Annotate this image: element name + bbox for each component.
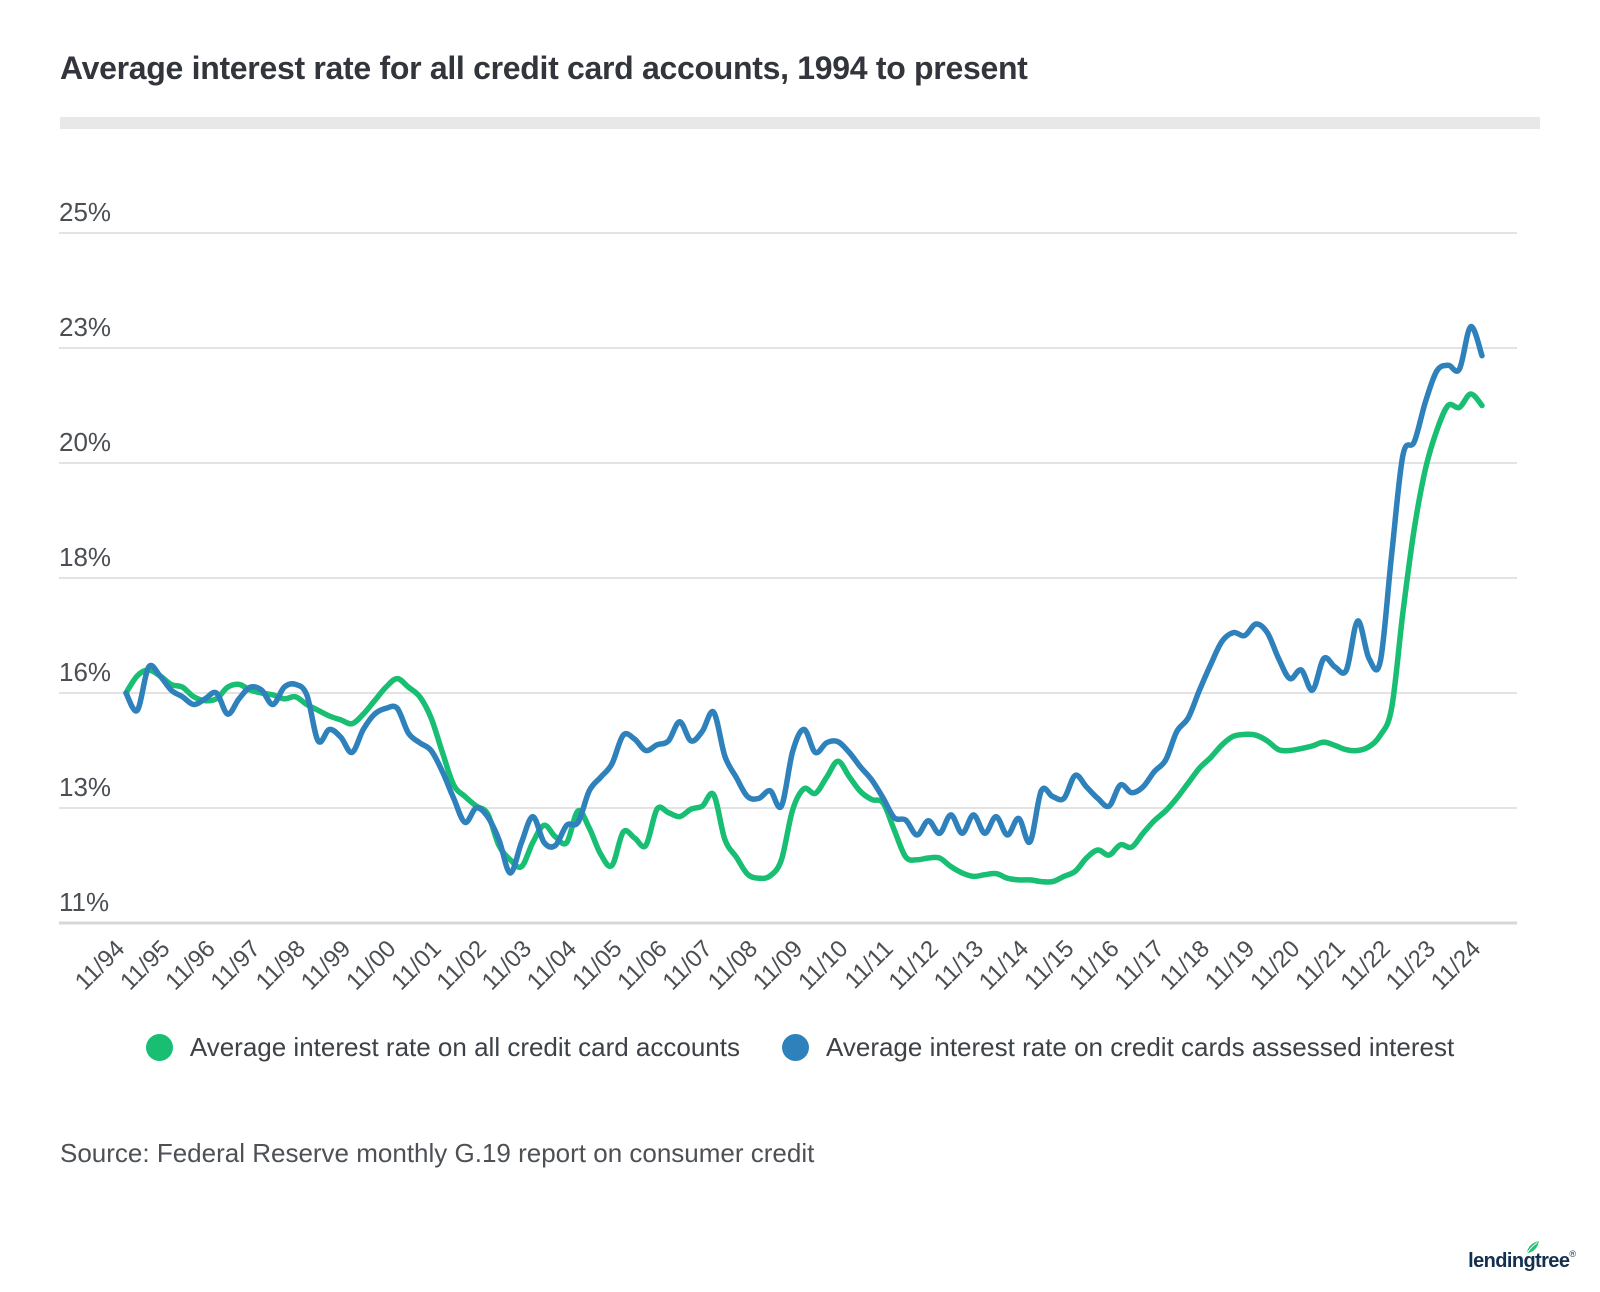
x-tick-label: 11/02 xyxy=(432,935,492,995)
registered-mark: ® xyxy=(1569,1249,1576,1259)
x-tick-label: 11/08 xyxy=(703,935,763,995)
legend-label-assessed-interest: Average interest rate on credit cards as… xyxy=(825,1032,1455,1062)
x-tick-label: 11/97 xyxy=(206,935,266,995)
x-tick-label: 11/15 xyxy=(1019,935,1079,995)
y-tick-label: 16% xyxy=(59,657,111,687)
y-tick-label: 13% xyxy=(59,772,111,802)
y-tick-label: 18% xyxy=(59,542,111,572)
legend-label-all-accounts: Average interest rate on all credit card… xyxy=(189,1032,740,1062)
legend-dot-all-accounts-icon xyxy=(145,1034,173,1061)
x-tick-label: 11/98 xyxy=(251,935,311,995)
x-tick-label: 11/06 xyxy=(612,935,672,995)
x-tick-label: 11/24 xyxy=(1426,935,1486,995)
title-divider xyxy=(60,117,1540,129)
y-tick-label: 11% xyxy=(59,887,109,917)
x-tick-label: 11/14 xyxy=(974,935,1034,995)
x-tick-label: 11/95 xyxy=(115,935,175,995)
x-tick-label: 11/99 xyxy=(296,935,356,995)
x-tick-label: 11/16 xyxy=(1064,935,1124,995)
x-tick-label: 11/23 xyxy=(1381,935,1441,995)
x-tick-label: 11/12 xyxy=(884,935,944,995)
x-tick-label: 11/20 xyxy=(1245,935,1305,995)
x-tick-label: 11/09 xyxy=(748,935,808,995)
line-chart: 25%23%20%18%16%13%11%11/9411/9511/9611/9… xyxy=(59,197,1517,995)
legend-item-assessed-interest: Average interest rate on credit cards as… xyxy=(781,1032,1455,1063)
x-tick-label: 11/10 xyxy=(793,935,853,995)
x-tick-label: 11/01 xyxy=(386,935,446,995)
x-tick-label: 11/96 xyxy=(160,935,220,995)
legend: Average interest rate on all credit card… xyxy=(0,1032,1600,1063)
logo-wordmark: lendingtree xyxy=(1468,1250,1570,1272)
source-note: Source: Federal Reserve monthly G.19 rep… xyxy=(60,1138,815,1168)
x-tick-label: 11/13 xyxy=(929,935,989,995)
x-tick-label: 11/05 xyxy=(567,935,627,995)
x-tick-label: 11/18 xyxy=(1155,935,1215,995)
legend-item-all-accounts: Average interest rate on all credit card… xyxy=(145,1032,740,1063)
x-tick-label: 11/94 xyxy=(70,935,130,995)
x-tick-label: 11/03 xyxy=(477,935,537,995)
x-tick-label: 11/19 xyxy=(1200,935,1260,995)
series-line-all-accounts xyxy=(123,391,1485,885)
y-tick-label: 20% xyxy=(59,427,111,457)
x-tick-label: 11/07 xyxy=(658,935,718,995)
x-tick-label: 11/00 xyxy=(341,935,401,995)
chart-title: Average interest rate for all credit car… xyxy=(60,50,1028,86)
x-tick-label: 11/04 xyxy=(522,935,582,995)
y-tick-label: 23% xyxy=(59,312,111,342)
lendingtree-logo: lendingtree® xyxy=(1468,1241,1576,1273)
x-tick-label: 11/17 xyxy=(1110,935,1170,995)
y-tick-label: 25% xyxy=(59,197,111,227)
leaf-icon xyxy=(1527,1241,1540,1254)
legend-dot-assessed-interest-icon xyxy=(781,1034,809,1061)
x-tick-label: 11/21 xyxy=(1290,935,1350,995)
x-tick-label: 11/22 xyxy=(1336,935,1396,995)
x-tick-label: 11/11 xyxy=(840,935,899,994)
series-line-assessed-interest xyxy=(123,323,1485,876)
